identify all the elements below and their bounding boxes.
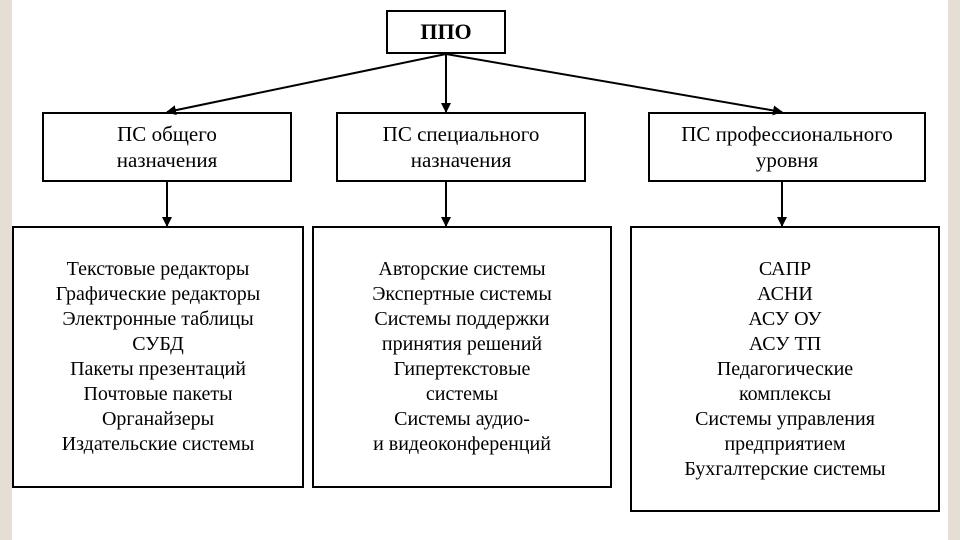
- category-node-professional: ПС профессиональногоуровня: [648, 112, 926, 182]
- leaf-item: Издательские системы: [62, 432, 255, 457]
- leaf-item: Системы управления: [695, 407, 875, 432]
- category-label-line: ПС общего: [117, 121, 217, 147]
- leaf-item: Текстовые редакторы: [67, 257, 250, 282]
- edge: [167, 54, 446, 112]
- leaf-item: комплексы: [739, 382, 831, 407]
- category-node-special: ПС специальногоназначения: [336, 112, 586, 182]
- leaf-item: Авторские системы: [378, 257, 545, 282]
- leaf-item: Пакеты презентаций: [70, 357, 246, 382]
- category-label-line: уровня: [756, 147, 818, 173]
- leaf-item: Графические редакторы: [56, 282, 260, 307]
- diagram-canvas: ППО ПС общегоназначенияТекстовые редакто…: [12, 0, 948, 540]
- leaf-item: Бухгалтерские системы: [684, 457, 885, 482]
- leaf-item: САПР: [759, 257, 811, 282]
- leaf-item: принятия решений: [382, 332, 542, 357]
- root-node: ППО: [386, 10, 506, 54]
- leaf-item: Экспертные системы: [372, 282, 552, 307]
- leaf-item: Системы аудио-: [394, 407, 530, 432]
- leaf-item: Электронные таблицы: [62, 307, 253, 332]
- leaf-item: Органайзеры: [102, 407, 214, 432]
- leaf-item: Гипертекстовые: [394, 357, 531, 382]
- leaf-item: предприятием: [724, 432, 845, 457]
- category-label-line: ПС специального: [383, 121, 540, 147]
- leaf-item: Системы поддержки: [374, 307, 549, 332]
- edge: [446, 54, 782, 112]
- leaf-item: СУБД: [132, 332, 184, 357]
- leaf-item: системы: [426, 382, 498, 407]
- leaf-node-professional: САПРАСНИАСУ ОУАСУ ТППедагогическиекомпле…: [630, 226, 940, 512]
- leaf-node-general: Текстовые редакторыГрафические редакторы…: [12, 226, 304, 488]
- category-node-general: ПС общегоназначения: [42, 112, 292, 182]
- category-label-line: назначения: [117, 147, 218, 173]
- leaf-node-special: Авторские системыЭкспертные системыСисте…: [312, 226, 612, 488]
- category-label-line: ПС профессионального: [681, 121, 893, 147]
- category-label-line: назначения: [411, 147, 512, 173]
- leaf-item: АСНИ: [757, 282, 813, 307]
- leaf-item: Педагогические: [717, 357, 853, 382]
- leaf-item: АСУ ОУ: [748, 307, 821, 332]
- leaf-item: и видеоконференций: [373, 432, 551, 457]
- leaf-item: АСУ ТП: [749, 332, 821, 357]
- root-label: ППО: [420, 18, 471, 46]
- leaf-item: Почтовые пакеты: [83, 382, 232, 407]
